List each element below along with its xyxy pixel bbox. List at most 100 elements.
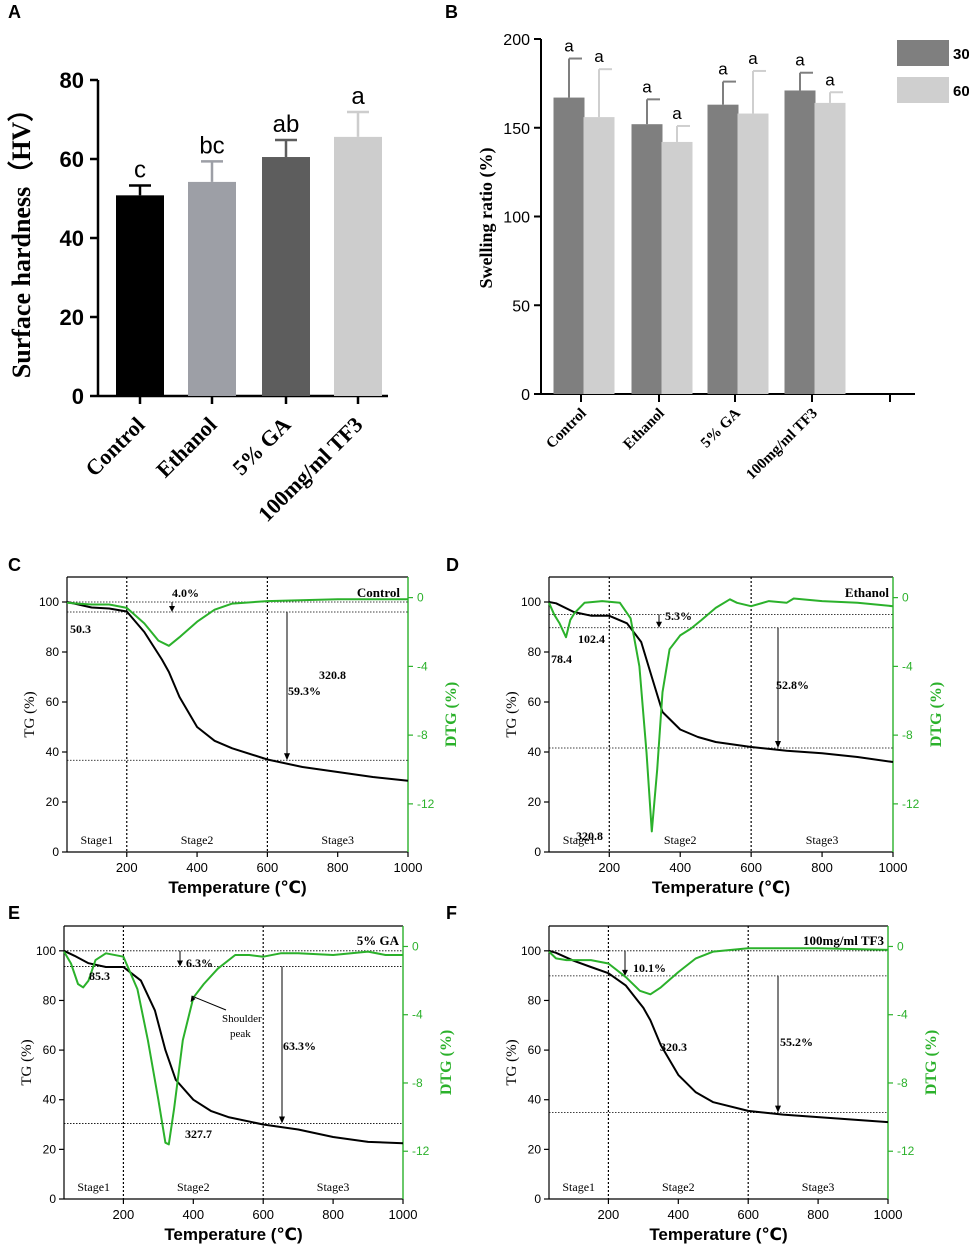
y-tick-label: 40	[43, 1093, 57, 1107]
x-axis-title: Temperature (℃)	[168, 878, 306, 897]
a-sig-letter: bc	[199, 132, 224, 159]
panel-b-label: B	[445, 2, 458, 22]
y-axis-title: TG (%)	[504, 1039, 520, 1085]
y-tick-label: 0	[52, 845, 59, 859]
a-ytick-label: 80	[60, 68, 84, 93]
stage-label: Stage2	[662, 1180, 695, 1194]
x-tick-label: 1000	[874, 1207, 903, 1222]
y2-tick-label: -8	[417, 728, 428, 742]
x-tick-label: 400	[669, 860, 691, 875]
b-ytick-label: 150	[503, 121, 530, 138]
tg-curve	[548, 601, 894, 763]
dtg-peak-label: 320.3	[660, 1040, 687, 1054]
x-tick-label: 800	[807, 1207, 829, 1222]
y-tick-label: 20	[46, 795, 60, 809]
b-sig-letter: a	[594, 47, 604, 66]
y-tick-label: 20	[528, 1142, 542, 1156]
b-bar	[737, 113, 769, 395]
b-bar	[583, 117, 615, 394]
stage-label: Stage1	[77, 1180, 110, 1194]
b-ytick-label: 200	[503, 32, 530, 49]
x-tick-label: 1000	[389, 1207, 418, 1222]
b-bar	[707, 104, 739, 395]
panel-b-y-ticks: 0 50 100 150 200	[503, 32, 541, 404]
y2-axis-title: DTG (%)	[928, 682, 945, 747]
y-tick-label: 20	[43, 1142, 57, 1156]
y-tick-label: 80	[528, 645, 542, 659]
dtg-low-label: 85.3	[89, 969, 110, 983]
dtg-low-label: 50.3	[70, 622, 91, 636]
stage1-loss-arrowhead	[177, 960, 183, 967]
shoulder-peak-label: Shoulder peak	[222, 1013, 262, 1040]
x-tick-label: 400	[182, 1207, 204, 1222]
y2-axis-title: DTG (%)	[923, 1030, 940, 1095]
stage-label: Stage3	[317, 1180, 350, 1194]
y2-tick-label: -12	[417, 797, 435, 811]
stage1-loss-label: 5.3%	[665, 609, 692, 623]
x-tick-label: 1000	[394, 860, 423, 875]
y-tick-label: 20	[528, 795, 542, 809]
y-tick-label: 100	[521, 944, 541, 958]
panel-b-legend: 30s 60s	[897, 40, 969, 103]
panel-a: A Surface hardness（HV） 0 20 40 60 80 c Contro…	[7, 2, 388, 526]
shoulder-pointer	[191, 995, 227, 1011]
y2-axis-title: DTG (%)	[438, 1030, 455, 1095]
b-bar	[631, 124, 663, 394]
a-ytick-label: 40	[60, 226, 84, 251]
y2-tick-label: 0	[417, 591, 424, 605]
y-tick-label: 60	[528, 1043, 542, 1057]
panel-b: B Swelling ratio (%) 0 50 100 150 200 a a Cont…	[445, 2, 969, 483]
b-sig-letter: a	[825, 70, 835, 89]
stage-label: Stage1	[563, 833, 596, 847]
tg-curve	[66, 601, 409, 782]
y2-axis-title: DTG (%)	[443, 682, 460, 747]
x-tick-label: 200	[598, 860, 620, 875]
dtg-curve	[548, 597, 894, 833]
a-category-label: Control	[80, 412, 149, 481]
x-tick-label: 200	[598, 1207, 620, 1222]
panel-a-label: A	[8, 2, 21, 22]
dtg-peak-label: 320.8	[319, 668, 346, 682]
y-tick-label: 80	[528, 993, 542, 1007]
x-tick-label: 400	[186, 860, 208, 875]
x-tick-label: 600	[257, 860, 279, 875]
total-loss-label: 52.8%	[776, 678, 809, 692]
y-axis-title: TG (%)	[22, 691, 38, 737]
stage-label: Stage1	[562, 1180, 595, 1194]
dtg-peak-label: 320.8	[576, 829, 603, 843]
y2-tick-label: -4	[417, 659, 428, 673]
y-tick-label: 0	[49, 1192, 56, 1206]
dtg-low-label: 78.4	[551, 652, 572, 666]
y2-tick-label: -4	[902, 659, 913, 673]
panel-title: Control	[357, 585, 400, 600]
tg-curve	[63, 949, 404, 1145]
y-tick-label: 100	[39, 595, 59, 609]
b-ytick-label: 0	[521, 387, 530, 404]
y2-tick-label: -12	[902, 797, 920, 811]
legend-swatch-30s	[897, 40, 949, 66]
dtg-peak-label: 327.7	[185, 1127, 212, 1141]
x-tick-label: 800	[322, 1207, 344, 1222]
b-category-label: Control	[543, 406, 589, 452]
y-tick-label: 80	[43, 993, 57, 1007]
panel-a-ylabel: Surface hardness（HV）	[7, 96, 36, 378]
panel-title: 5% GA	[357, 933, 400, 948]
dtg-curve	[66, 598, 408, 647]
total-loss-label: 63.3%	[283, 1039, 316, 1053]
stage1-loss-arrowhead	[169, 606, 175, 612]
panel-letter: C	[8, 555, 21, 575]
total-loss-arrowhead	[775, 1105, 781, 1113]
y2-tick-label: -4	[897, 1008, 908, 1022]
a-ytick-label: 20	[60, 305, 84, 330]
b-bar	[661, 141, 693, 394]
x-tick-label: 800	[811, 860, 833, 875]
y-tick-label: 40	[528, 745, 542, 759]
stage-label: Stage3	[802, 1180, 835, 1194]
y-tick-label: 0	[534, 845, 541, 859]
panel-letter: D	[446, 555, 459, 575]
y-axis-title: TG (%)	[504, 691, 520, 737]
a-category-label: 5% GA	[227, 412, 295, 480]
b-bar	[814, 102, 846, 395]
